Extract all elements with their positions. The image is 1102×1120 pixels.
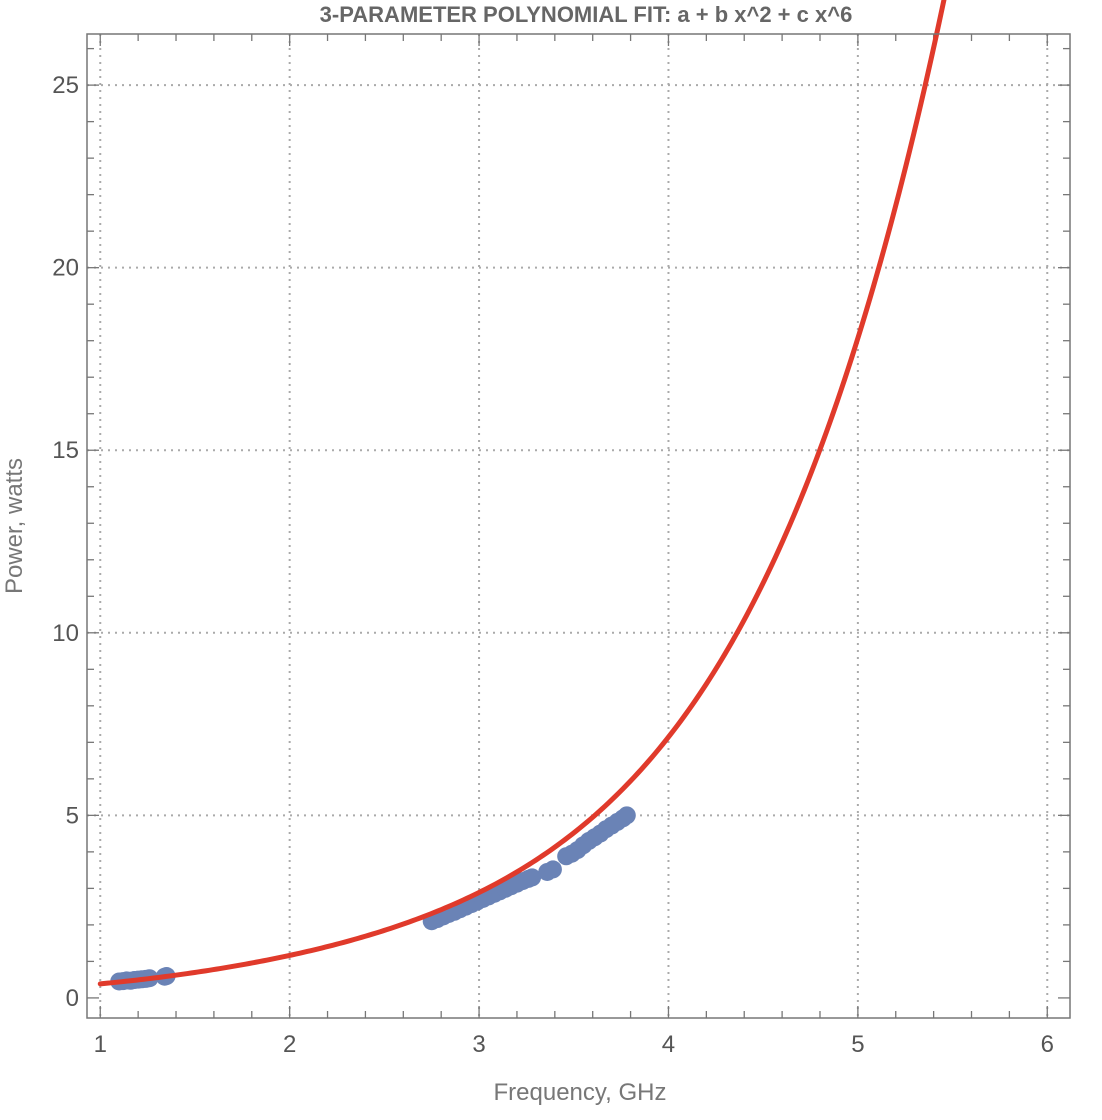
x-tick-label: 6 bbox=[1041, 1031, 1054, 1058]
data-point bbox=[543, 860, 562, 879]
y-tick-label: 15 bbox=[52, 437, 79, 464]
y-axis-label: Power, watts bbox=[1, 458, 28, 594]
tick-labels: 1 2 3 4 5 6 0 5 10 15 20 25 bbox=[52, 72, 1054, 1058]
chart-title: 3-PARAMETER POLYNOMIAL FIT: a + b x^2 + … bbox=[320, 2, 853, 27]
y-tick-label: 0 bbox=[66, 985, 79, 1012]
grid-lines bbox=[87, 34, 1070, 1018]
x-axis-label: Frequency, GHz bbox=[494, 1079, 667, 1106]
y-tick-label: 25 bbox=[52, 72, 79, 99]
plot-frame bbox=[86, 33, 1071, 1019]
fit-curve-layer bbox=[97, 0, 947, 987]
data-points-layer bbox=[110, 806, 636, 991]
x-tick-label: 4 bbox=[662, 1031, 675, 1058]
x-tick-label: 1 bbox=[94, 1031, 107, 1058]
y-tick-label: 20 bbox=[52, 255, 79, 282]
x-tick-label: 3 bbox=[472, 1031, 485, 1058]
axis-ticks bbox=[87, 34, 1070, 1018]
x-tick-label: 2 bbox=[283, 1031, 296, 1058]
data-point bbox=[523, 868, 542, 887]
y-tick-label: 5 bbox=[66, 802, 79, 829]
x-tick-label: 5 bbox=[851, 1031, 864, 1058]
y-tick-label: 10 bbox=[52, 620, 79, 647]
fit-curve bbox=[97, 0, 947, 987]
data-point bbox=[617, 806, 636, 825]
